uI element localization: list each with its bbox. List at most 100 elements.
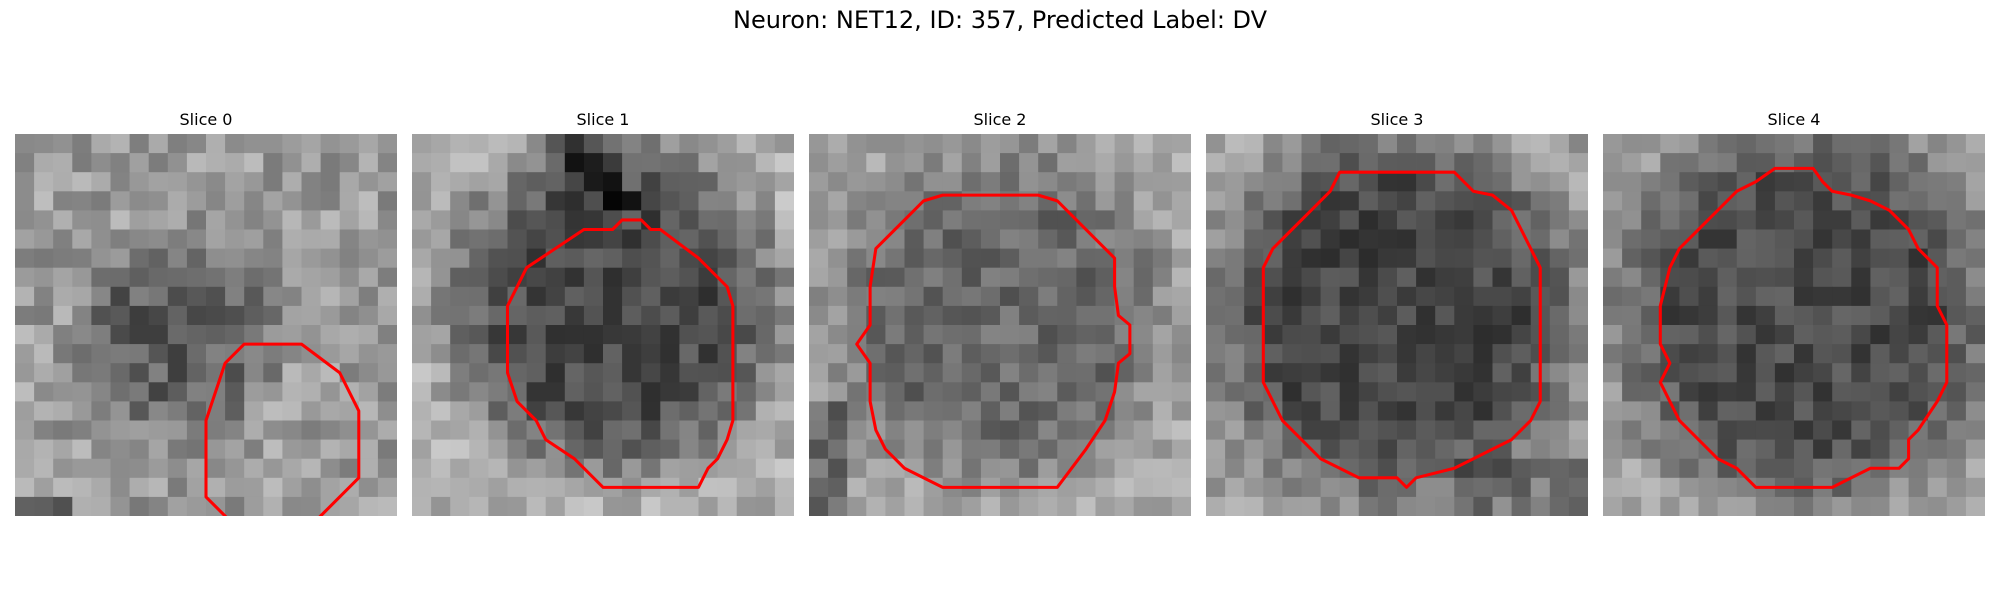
- pixel: [1000, 305, 1020, 326]
- pixel: [1889, 496, 1909, 516]
- pixel: [1416, 325, 1436, 345]
- pixel: [53, 363, 73, 383]
- pixel: [1171, 286, 1191, 307]
- pixel: [622, 401, 642, 421]
- pixel: [1057, 172, 1077, 192]
- pixel: [1549, 382, 1570, 402]
- pixel: [488, 267, 508, 288]
- pixel: [1114, 363, 1135, 383]
- pixel: [412, 172, 432, 192]
- pixel: [1473, 134, 1493, 154]
- pixel: [603, 153, 623, 173]
- pixel: [1851, 496, 1871, 516]
- pixel: [1603, 229, 1623, 249]
- pixel: [110, 401, 130, 421]
- pixel: [1622, 401, 1642, 421]
- pixel: [1794, 439, 1814, 460]
- pixel: [263, 286, 283, 307]
- pixel: [1038, 420, 1058, 440]
- pixel: [755, 191, 776, 211]
- pixel: [1358, 439, 1379, 460]
- pixel: [564, 363, 585, 383]
- pixel: [847, 496, 867, 516]
- pixel: [1736, 248, 1757, 269]
- pixel: [1549, 344, 1570, 364]
- pixel: [660, 382, 680, 402]
- pixel: [923, 439, 944, 460]
- pixel: [1019, 363, 1039, 383]
- pixel: [1473, 439, 1493, 460]
- pixel: [828, 305, 848, 326]
- pixel: [244, 229, 264, 249]
- pixel: [828, 382, 848, 402]
- pixel: [1320, 134, 1341, 154]
- pixel: [1019, 134, 1039, 154]
- pixel: [34, 363, 54, 383]
- pixel: [1870, 267, 1890, 288]
- pixel: [1889, 344, 1909, 364]
- segmentation-contour: [1261, 170, 1542, 489]
- pixel: [1301, 191, 1321, 211]
- pixel: [488, 382, 508, 402]
- pixel: [1870, 420, 1890, 440]
- pixel: [698, 134, 718, 154]
- pixel: [885, 286, 905, 307]
- pixel: [1908, 344, 1929, 364]
- pixel: [583, 363, 604, 383]
- pixel: [91, 286, 111, 307]
- pixel: [1114, 248, 1135, 269]
- pixel: [774, 401, 794, 421]
- pixel: [507, 248, 527, 269]
- pixel: [526, 229, 547, 249]
- pixel: [847, 191, 867, 211]
- pixel: [980, 420, 1001, 440]
- pixel: [1095, 172, 1115, 192]
- pixel: [755, 267, 776, 288]
- pixel: [488, 458, 508, 479]
- pixel: [72, 191, 92, 211]
- pixel: [1320, 344, 1341, 364]
- pixel: [1397, 229, 1417, 249]
- pixel: [1660, 172, 1680, 192]
- pixel: [564, 267, 585, 288]
- pixel: [91, 229, 111, 249]
- pixel: [660, 363, 680, 383]
- pixel: [1114, 267, 1135, 288]
- pixel: [1095, 496, 1115, 516]
- pixel: [1263, 477, 1283, 498]
- pixel: [1057, 305, 1077, 326]
- pixel: [1736, 477, 1757, 498]
- pixel: [1244, 286, 1264, 307]
- pixel: [545, 172, 566, 192]
- pixel: [1282, 496, 1302, 516]
- pixel: [186, 267, 207, 288]
- pixel: [1244, 248, 1264, 269]
- pixel: [91, 172, 111, 192]
- pixel: [1622, 439, 1642, 460]
- pixel: [1416, 344, 1436, 364]
- pixel: [263, 305, 283, 326]
- pixel: [412, 134, 432, 154]
- pixel: [72, 401, 92, 421]
- pixel: [698, 363, 718, 383]
- pixel: [91, 401, 111, 421]
- pixel: [282, 248, 302, 269]
- pixel: [980, 153, 1001, 173]
- pixel: [301, 267, 321, 288]
- pixel: [1435, 439, 1455, 460]
- pixel: [450, 477, 470, 498]
- pixel: [1435, 363, 1455, 383]
- pixel: [1133, 153, 1154, 173]
- pixel: [1377, 267, 1398, 288]
- pixel: [129, 420, 150, 440]
- pixel: [1057, 191, 1077, 211]
- pixel: [263, 153, 283, 173]
- pixel: [1908, 458, 1929, 479]
- pixel: [755, 382, 776, 402]
- pixel: [507, 344, 527, 364]
- pixel: [225, 267, 245, 288]
- pixel: [282, 191, 302, 211]
- pixel: [583, 134, 604, 154]
- pixel: [1019, 439, 1039, 460]
- pixel: [1339, 191, 1360, 211]
